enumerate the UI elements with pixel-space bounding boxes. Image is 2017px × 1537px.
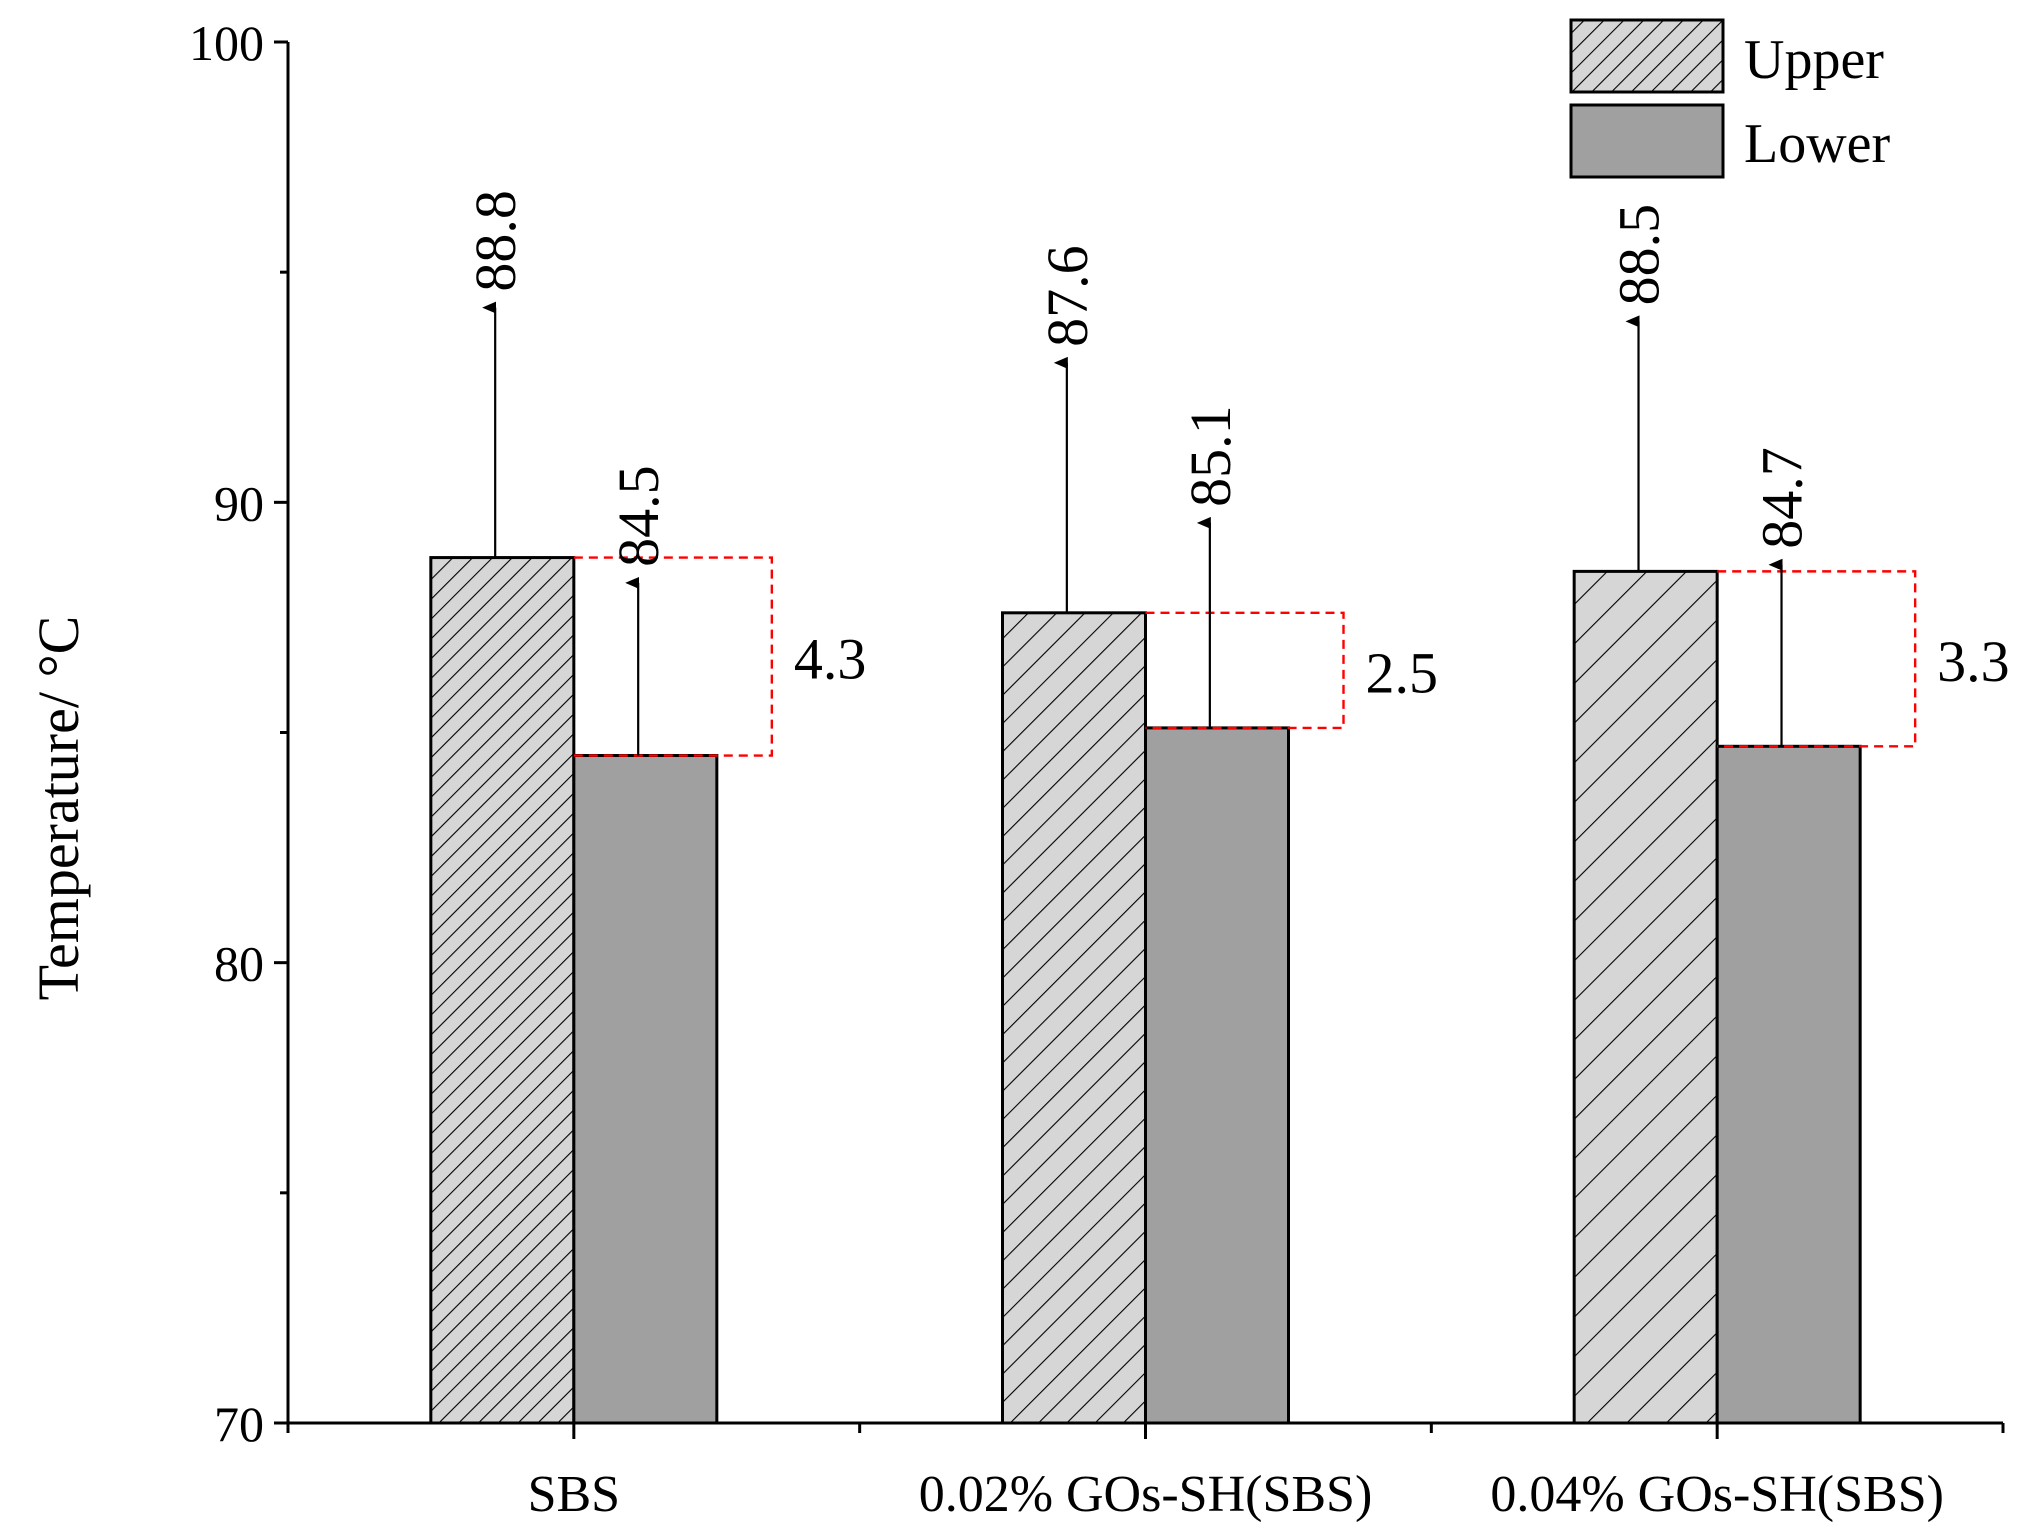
legend-label-upper: Upper xyxy=(1744,29,1884,91)
data-label: 87.6 xyxy=(1035,245,1100,347)
y-axis-title: Temperature/ °C xyxy=(26,616,91,1001)
data-label: 88.5 xyxy=(1607,204,1672,306)
difference-label: 3.3 xyxy=(1937,629,2010,694)
legend-swatch-lower xyxy=(1569,103,1725,179)
bar-upper xyxy=(1572,569,1719,1425)
legend: Upper Lower xyxy=(1569,18,1891,179)
x-tick-label: 0.02% GOs-SH(SBS) xyxy=(919,1466,1373,1523)
data-label: 84.7 xyxy=(1750,447,1815,549)
bar-upper xyxy=(429,556,576,1425)
difference-bracket xyxy=(573,556,774,757)
bar-upper xyxy=(1001,611,1147,1425)
value-arrows-layer: 88.8 84.5 87.6 85.1 88.5 84.7 xyxy=(463,190,1815,756)
y-tick-label: 90 xyxy=(214,475,264,531)
x-tick-label: 0.04% GOs-SH(SBS) xyxy=(1490,1466,1944,1523)
y-tick-label: 70 xyxy=(214,1396,264,1452)
legend-swatch-upper xyxy=(1569,18,1725,94)
bar-lower xyxy=(1715,744,1862,1425)
difference-label: 4.3 xyxy=(794,627,867,692)
difference-bracket xyxy=(1145,611,1345,730)
data-label: 88.8 xyxy=(463,190,528,292)
bars-layer xyxy=(429,556,1862,1425)
x-ticks: SBS 0.02% GOs-SH(SBS) 0.04% GOs-SH(SBS) xyxy=(286,1423,2005,1523)
data-label: 85.1 xyxy=(1178,405,1243,507)
x-tick-label: SBS xyxy=(528,1466,621,1523)
legend-label-lower: Lower xyxy=(1744,113,1891,175)
difference-label: 2.5 xyxy=(1366,640,1439,705)
data-label: 84.5 xyxy=(606,465,671,567)
y-tick-label: 100 xyxy=(189,15,264,71)
y-ticks: 70 80 90 100 xyxy=(189,15,288,1452)
difference-brackets-layer: 4.3 2.5 3.3 xyxy=(573,556,2010,757)
bar-lower xyxy=(1144,726,1290,1425)
difference-bracket xyxy=(1717,570,1917,748)
bar-lower xyxy=(572,754,719,1425)
y-tick-label: 80 xyxy=(214,936,264,992)
